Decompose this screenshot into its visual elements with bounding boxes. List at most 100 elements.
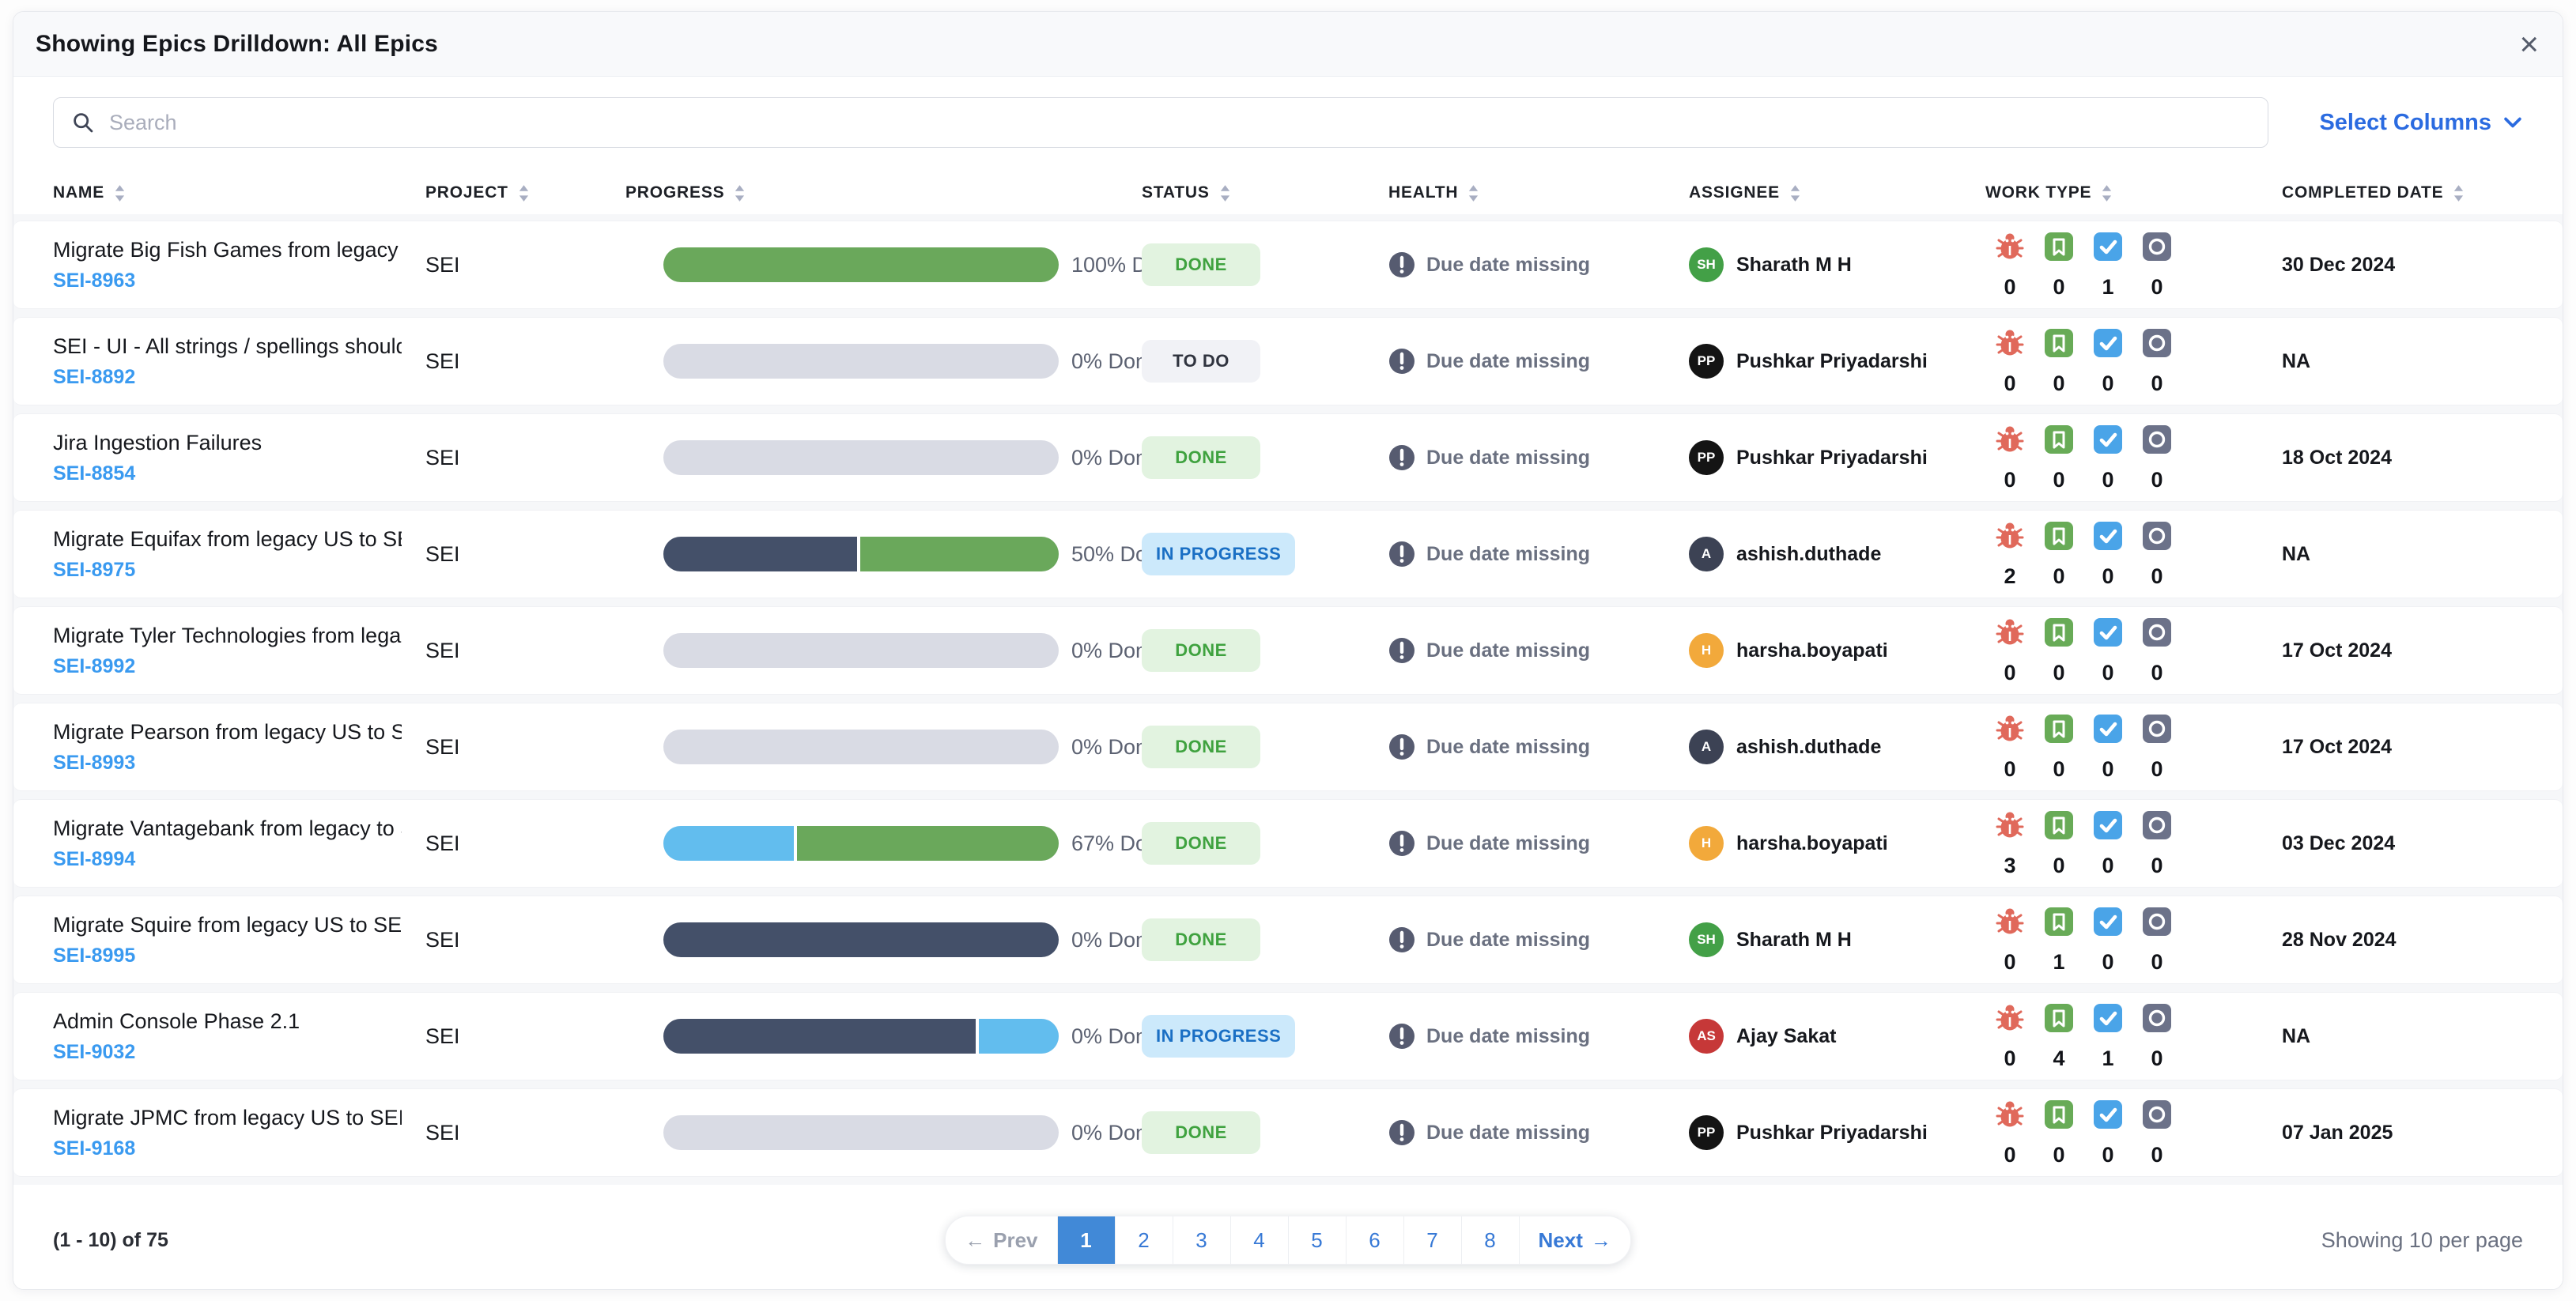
- task-count: 1: [2102, 1046, 2114, 1070]
- health-label: Due date missing: [1426, 349, 1590, 372]
- bug-icon: [1994, 424, 2026, 455]
- assignee-name: Sharath M H: [1736, 928, 1852, 951]
- worktype-bug: 3: [1985, 809, 2034, 878]
- page-button-3[interactable]: 3: [1173, 1216, 1231, 1264]
- progress-bar: [663, 247, 1059, 282]
- worktype-task: 0: [2083, 617, 2132, 685]
- epic-key-link[interactable]: SEI-9168: [53, 1137, 136, 1160]
- epic-key-link[interactable]: SEI-8975: [53, 558, 136, 581]
- health-label: Due date missing: [1426, 735, 1590, 758]
- select-columns-label: Select Columns: [2319, 109, 2491, 135]
- search-input[interactable]: [109, 110, 2251, 135]
- due-date-warning-icon: [1389, 541, 1415, 567]
- completed-date: 03 Dec 2024: [2282, 832, 2396, 854]
- avatar: SH: [1689, 247, 1724, 282]
- epic-key-link[interactable]: SEI-9032: [53, 1040, 136, 1063]
- epic-icon: [2141, 231, 2173, 262]
- epic-icon: [2141, 713, 2173, 745]
- worktype-bug: 0: [1985, 617, 2034, 685]
- page-button-1[interactable]: 1: [1057, 1216, 1116, 1264]
- epic-count: 0: [2151, 853, 2163, 877]
- story-icon: [2043, 617, 2075, 648]
- task-count: 0: [2102, 660, 2114, 684]
- worktype-cell: 0 0 1: [1985, 231, 2282, 300]
- completed-date: 18 Oct 2024: [2282, 446, 2392, 469]
- epic-count: 0: [2151, 756, 2163, 781]
- assignee-cell: H harsha.boyapati: [1689, 633, 1985, 668]
- project-cell: SEI: [425, 831, 460, 855]
- epic-name: Admin Console Phase 2.1: [53, 1009, 300, 1033]
- page-button-5[interactable]: 5: [1289, 1216, 1347, 1264]
- epic-name: Migrate Equifax from legacy US to SEI on…: [53, 526, 402, 551]
- page-button-7[interactable]: 7: [1404, 1216, 1462, 1264]
- worktype-epic: 0: [2132, 520, 2181, 589]
- worktype-epic: 0: [2132, 617, 2181, 685]
- search-box: [53, 97, 2269, 148]
- table-row: Migrate Big Fish Games from legacy US to…: [13, 221, 2563, 309]
- page-button-6[interactable]: 6: [1347, 1216, 1404, 1264]
- epic-icon: [2141, 617, 2173, 648]
- column-header-completed-date[interactable]: COMPLETED DATE: [2282, 183, 2523, 203]
- column-header-project[interactable]: PROJECT: [425, 183, 625, 203]
- progress-bar: [663, 730, 1059, 764]
- column-header-status[interactable]: STATUS: [1142, 183, 1388, 203]
- status-badge: DONE: [1142, 726, 1260, 768]
- epic-key-link[interactable]: SEI-8992: [53, 654, 136, 677]
- close-icon[interactable]: ×: [2519, 25, 2539, 62]
- page-button-8[interactable]: 8: [1462, 1216, 1520, 1264]
- page-button-4[interactable]: 4: [1231, 1216, 1289, 1264]
- avatar: H: [1689, 633, 1724, 668]
- column-header-name[interactable]: NAME: [53, 183, 425, 203]
- epic-count: 0: [2151, 1142, 2163, 1167]
- avatar: SH: [1689, 922, 1724, 957]
- select-columns-button[interactable]: Select Columns: [2319, 110, 2523, 136]
- epic-key-link[interactable]: SEI-8892: [53, 365, 136, 388]
- status-badge: DONE: [1142, 1111, 1260, 1154]
- story-count: 0: [2053, 467, 2065, 492]
- health-label: Due date missing: [1426, 832, 1590, 854]
- due-date-warning-icon: [1389, 638, 1415, 663]
- task-icon: [2092, 906, 2124, 937]
- completed-date: 17 Oct 2024: [2282, 735, 2392, 758]
- completed-date: 28 Nov 2024: [2282, 928, 2397, 951]
- epic-name: SEI - UI - All strings / spellings shoul…: [53, 334, 402, 358]
- bug-count: 2: [2004, 564, 2016, 588]
- epic-key-link[interactable]: SEI-8963: [53, 269, 136, 292]
- worktype-cell: 2 0 0: [1985, 520, 2282, 589]
- due-date-warning-icon: [1389, 734, 1415, 760]
- epic-name: Migrate Tyler Technologies from legacy U…: [53, 623, 402, 647]
- worktype-task: 0: [2083, 424, 2132, 492]
- progress-bar: [663, 1019, 1059, 1054]
- assignee-cell: SH Sharath M H: [1689, 922, 1985, 957]
- pagination-range: (1 - 10) of 75: [53, 1228, 168, 1251]
- column-header-health[interactable]: HEALTH: [1388, 183, 1689, 203]
- column-header-work-type[interactable]: WORK TYPE: [1985, 183, 2282, 203]
- due-date-warning-icon: [1389, 349, 1415, 374]
- column-header-assignee[interactable]: ASSIGNEE: [1689, 183, 1985, 203]
- prev-page-button[interactable]: ← Prev: [946, 1216, 1058, 1264]
- health-cell: Due date missing: [1388, 348, 1689, 375]
- page-button-2[interactable]: 2: [1116, 1216, 1173, 1264]
- assignee-cell: PP Pushkar Priyadarshi: [1689, 440, 1985, 475]
- column-label: HEALTH: [1388, 183, 1459, 202]
- epic-key-link[interactable]: SEI-8854: [53, 462, 136, 485]
- progress-bar: [663, 633, 1059, 668]
- epic-key-link[interactable]: SEI-8994: [53, 847, 136, 870]
- worktype-epic: 0: [2132, 906, 2181, 975]
- next-page-button[interactable]: Next →: [1538, 1227, 1611, 1252]
- worktype-task: 0: [2083, 327, 2132, 396]
- status-cell: TO DO: [1142, 340, 1388, 383]
- worktype-story: 0: [2034, 713, 2083, 782]
- epic-key-link[interactable]: SEI-8993: [53, 751, 136, 774]
- bug-icon: [1994, 1099, 2026, 1130]
- epic-key-link[interactable]: SEI-8995: [53, 944, 136, 967]
- column-label: PROGRESS: [625, 183, 725, 202]
- assignee-cell: H harsha.boyapati: [1689, 826, 1985, 861]
- story-icon: [2043, 1099, 2075, 1130]
- column-header-progress[interactable]: PROGRESS: [625, 183, 1142, 203]
- project-cell: SEI: [425, 1024, 460, 1048]
- task-count: 0: [2102, 371, 2114, 395]
- worktype-cell: 0 1 0: [1985, 906, 2282, 975]
- health-cell: Due date missing: [1388, 637, 1689, 664]
- project-cell: SEI: [425, 638, 460, 662]
